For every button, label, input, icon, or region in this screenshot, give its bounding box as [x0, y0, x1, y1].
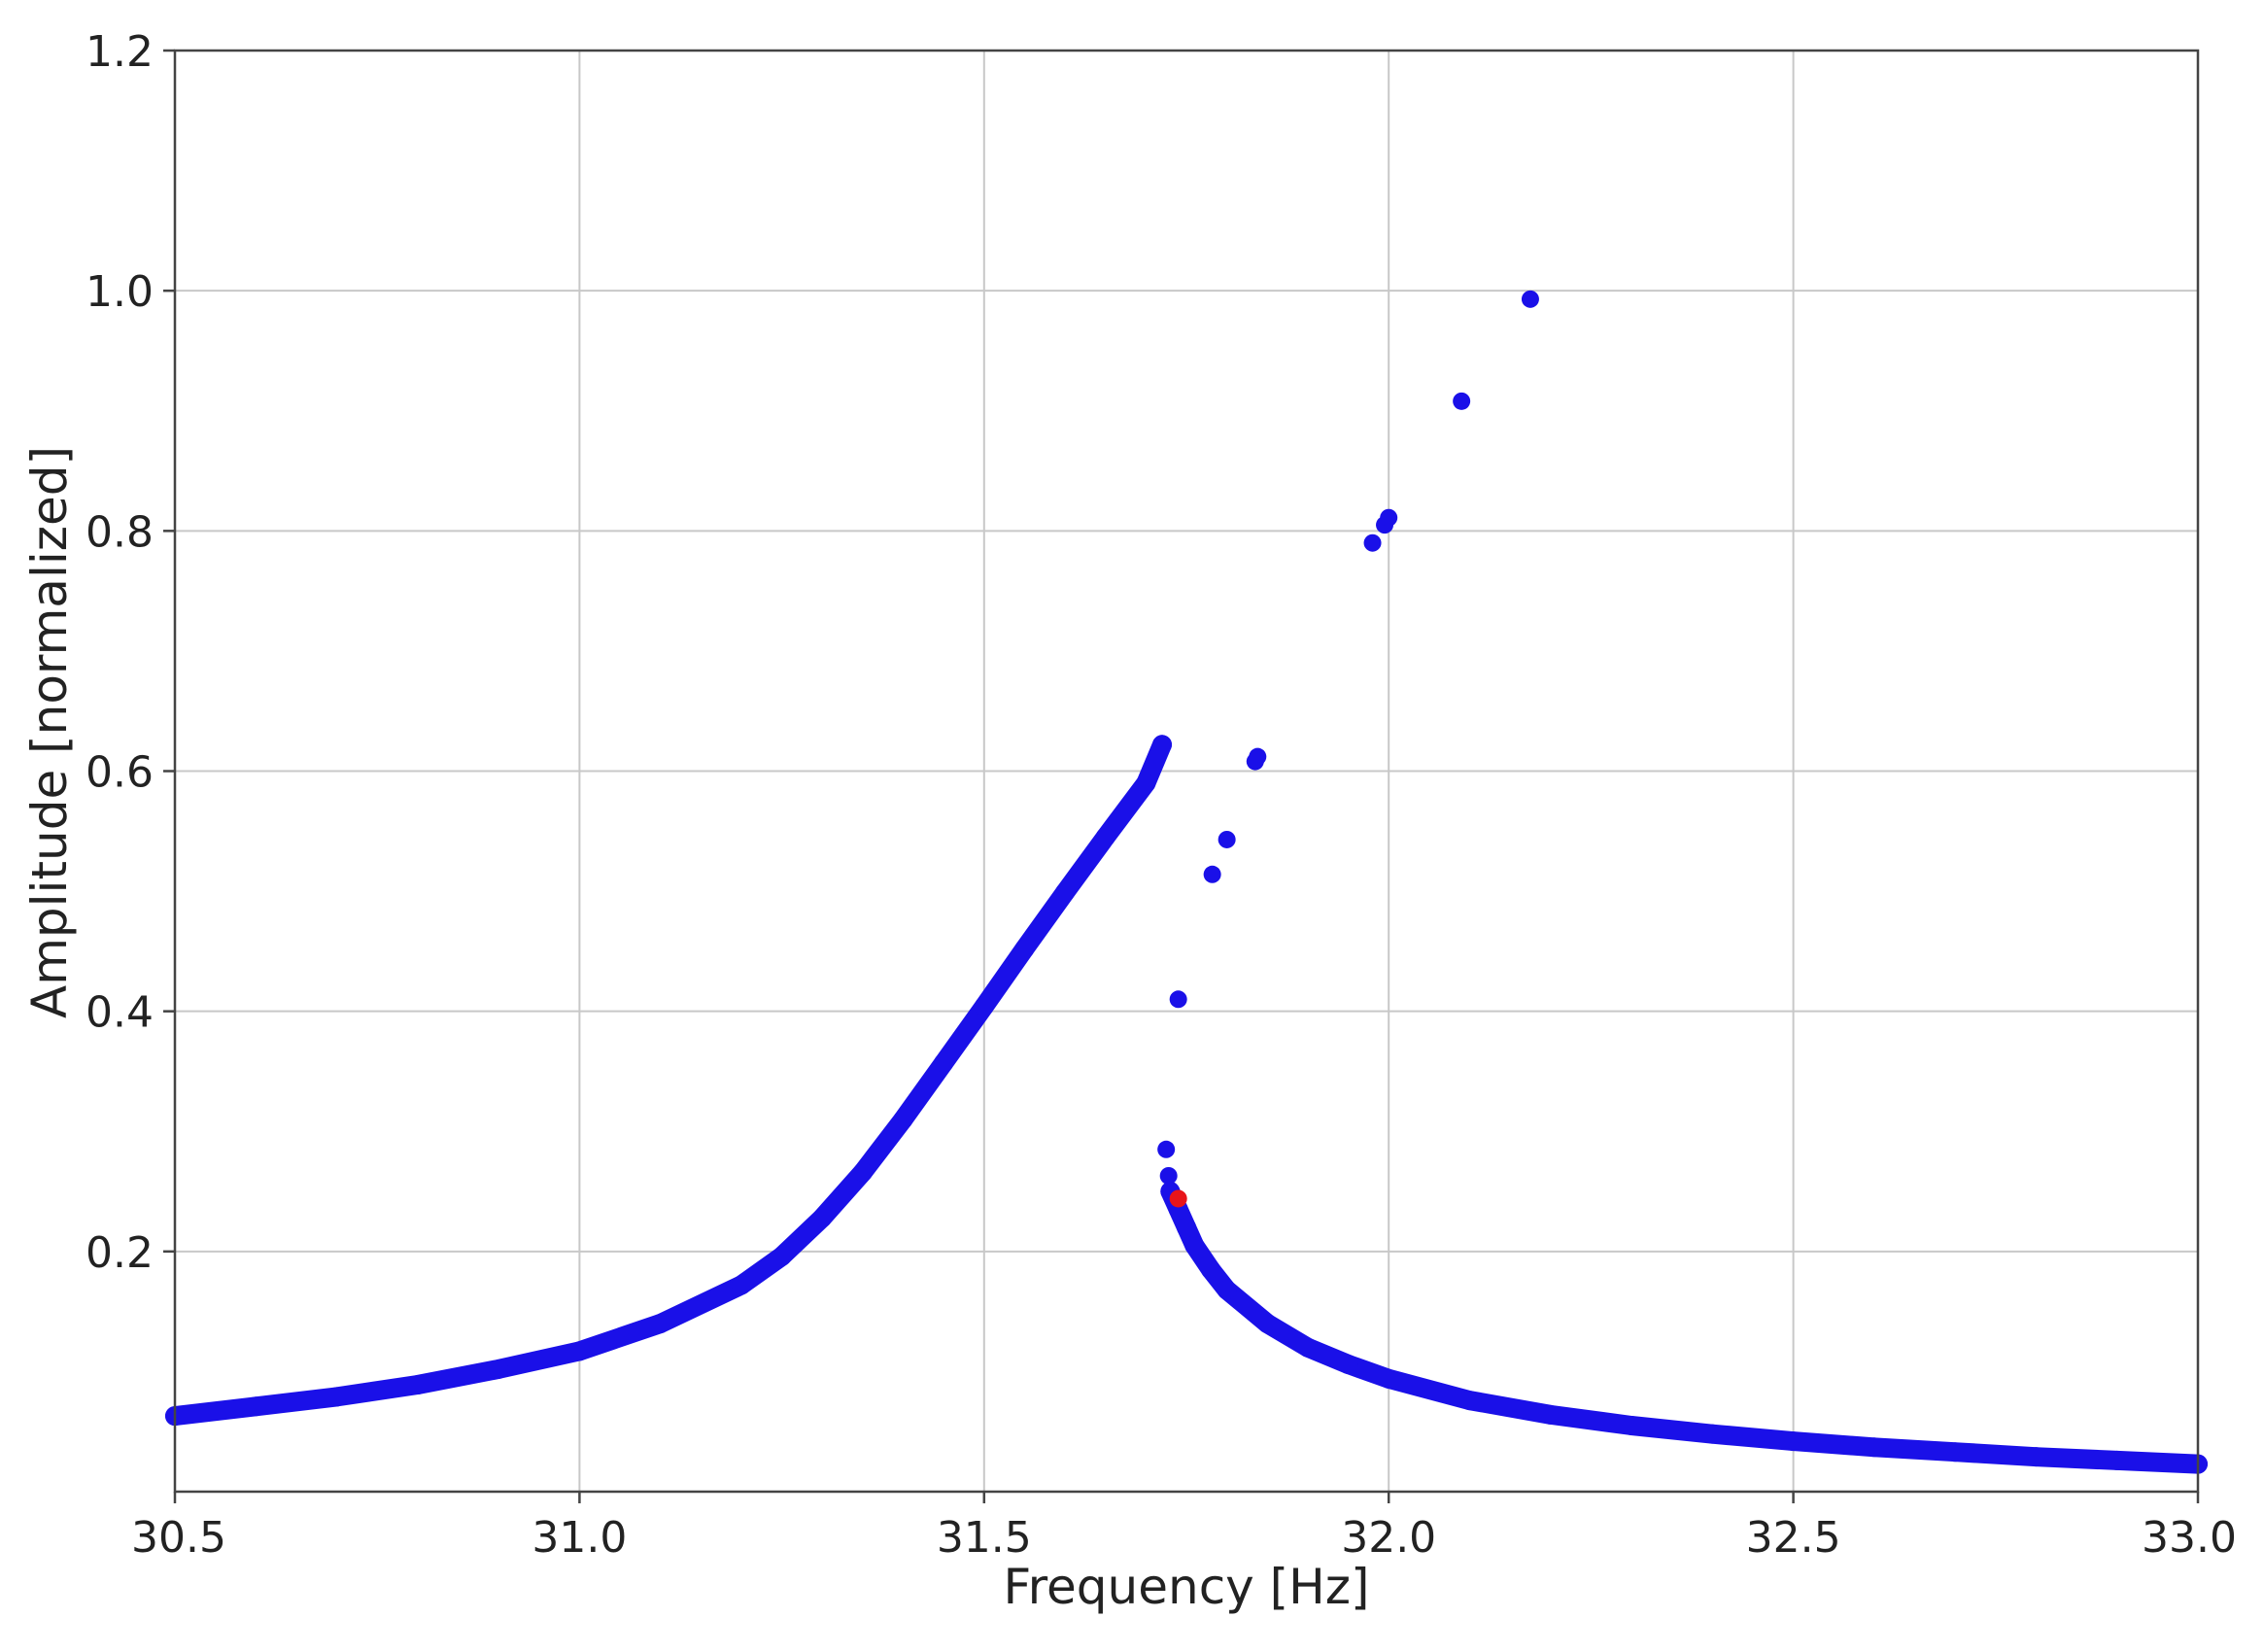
x-tick-label: 32.5 [1746, 1513, 1841, 1563]
data-point [1217, 1280, 1237, 1300]
data-point [1136, 773, 1156, 793]
data-point [1297, 1337, 1318, 1358]
grid [174, 50, 2199, 1492]
x-tick-label: 31.5 [937, 1513, 1032, 1563]
data-point [489, 1359, 509, 1379]
data-point [1945, 1442, 1966, 1463]
data-point [1622, 1416, 1642, 1436]
data-point [1540, 1404, 1561, 1425]
series-4 [1169, 1189, 1187, 1208]
y-tick-label: 0.6 [86, 748, 154, 798]
data-point [407, 1375, 428, 1395]
y-axis-label: Amplitude [normalized] [21, 446, 78, 1018]
data-point [1257, 1313, 1278, 1333]
data-point [1702, 1424, 1723, 1444]
x-tick-label: 31.0 [532, 1513, 627, 1563]
data-point [1014, 939, 1035, 959]
y-tick-label: 0.8 [86, 507, 154, 557]
x-tick-label: 30.5 [131, 1513, 226, 1563]
ticks: 30.5 31.0 31.5 32.0 32.5 33.0 0.2 0.4 0.6 0.8 1.0 1… [86, 27, 2237, 1563]
data-point [1459, 1391, 1480, 1411]
data-point [1379, 1368, 1399, 1389]
data-point [246, 1396, 266, 1417]
x-tick-label: 32.0 [1341, 1513, 1436, 1563]
data-point [569, 1341, 590, 1361]
data-point [1338, 1355, 1358, 1375]
series-line [1160, 1182, 2208, 1474]
data-point [1159, 1166, 1178, 1185]
data-point [1521, 290, 1539, 308]
data-point [1169, 1189, 1187, 1208]
data-point [1157, 1140, 1176, 1158]
series-line [165, 735, 1172, 1427]
data-point [1363, 533, 1382, 552]
data-point [772, 1246, 792, 1266]
y-tick-label: 0.2 [86, 1228, 154, 1278]
data-point [1055, 882, 1076, 903]
data-point [2026, 1447, 2046, 1467]
data-point [1380, 508, 1398, 527]
series-3 [1157, 290, 1539, 1185]
data-point [893, 1109, 913, 1129]
data-point [974, 996, 994, 1016]
data-point [1783, 1431, 1803, 1452]
y-tick-label: 1.2 [86, 27, 154, 77]
data-point [2107, 1450, 2127, 1470]
data-point [326, 1387, 347, 1407]
data-point [1169, 990, 1187, 1009]
series-1 [165, 735, 1173, 1427]
data-point [1249, 747, 1267, 766]
data-point [650, 1313, 670, 1333]
data-point [1095, 827, 1115, 847]
x-axis-label: Frequency [Hz] [1003, 1559, 1369, 1615]
data-point [1200, 1259, 1220, 1280]
data-point [1177, 1218, 1196, 1238]
data-point [1218, 830, 1236, 848]
data-point [812, 1208, 833, 1228]
data-point [934, 1052, 954, 1073]
y-tick-label: 0.4 [86, 988, 154, 1038]
y-tick-label: 1.0 [86, 267, 154, 317]
data-point [731, 1275, 751, 1295]
data-point [1184, 1235, 1205, 1256]
data-point [852, 1162, 873, 1183]
data-point [1864, 1437, 1884, 1458]
data-point [1152, 735, 1173, 755]
data-point [1453, 392, 1471, 410]
x-tick-label: 33.0 [2142, 1513, 2237, 1563]
series-layer [165, 290, 2208, 1474]
data-point [1203, 865, 1221, 883]
series-2 [1160, 1182, 2208, 1474]
